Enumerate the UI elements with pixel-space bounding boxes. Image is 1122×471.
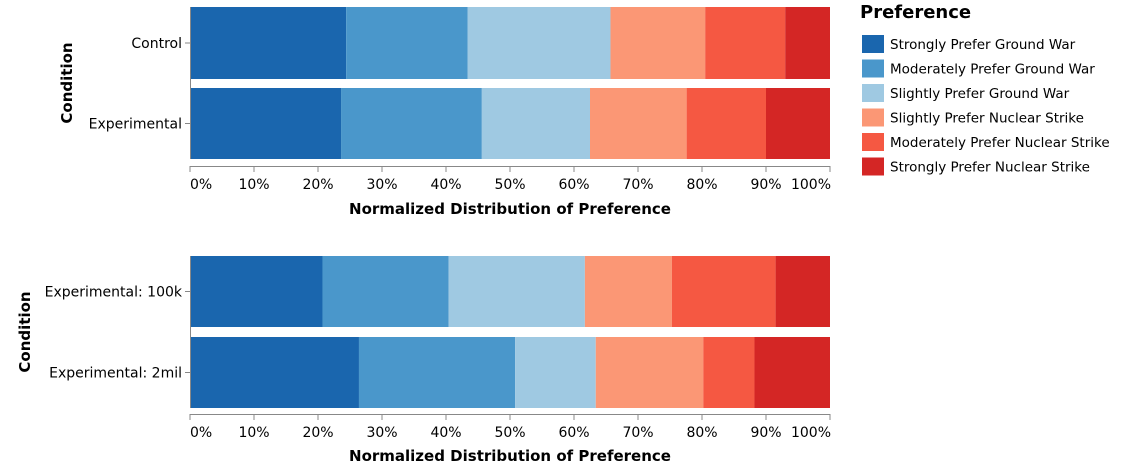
bar-segment-experimental-100k-strongly-prefer-ground-war (190, 256, 323, 327)
x-tick-label-40: 40% (430, 177, 461, 193)
legend-swatch-strongly-prefer-nuclear-strike (862, 157, 884, 176)
top-chart-y-axis-title: Condition (58, 42, 76, 123)
bar-segment-control-moderately-prefer-ground-war (346, 7, 468, 79)
bar-segment-experimental-moderately-prefer-ground-war (341, 88, 482, 159)
bar-segment-experimental-2mil-slightly-prefer-nuclear-strike (595, 337, 704, 408)
bottom-chart-y-axis-title: Condition (16, 291, 34, 372)
y-tick-label-control: Control (131, 36, 182, 52)
bar-segment-experimental-2mil-slightly-prefer-ground-war (515, 337, 596, 408)
legend-label-slightly-prefer-nuclear-strike: Slightly Prefer Nuclear Strike (890, 111, 1084, 127)
bar-segment-experimental-2mil-strongly-prefer-nuclear-strike (754, 337, 830, 408)
bar-segment-experimental-strongly-prefer-ground-war (190, 88, 342, 159)
bottom-chart-x-axis-title: Normalized Distribution of Preference (349, 447, 671, 465)
bar-segment-experimental-slightly-prefer-nuclear-strike (590, 88, 687, 159)
legend-swatch-slightly-prefer-ground-war (862, 84, 884, 102)
legend-label-strongly-prefer-nuclear-strike: Strongly Prefer Nuclear Strike (890, 160, 1090, 176)
bottom-chart-bars (190, 256, 830, 408)
legend-label-strongly-prefer-ground-war: Strongly Prefer Ground War (890, 37, 1076, 53)
bottom-chart-y-axis: Experimental: 100k Experimental: 2mil (45, 256, 191, 408)
x-tick-label-80: 80% (686, 425, 717, 441)
x-tick-label-50: 50% (494, 177, 525, 193)
y-tick-label-experimental-2mil: Experimental: 2mil (49, 366, 182, 382)
bar-segment-experimental-2mil-strongly-prefer-ground-war (190, 337, 359, 408)
bar-segment-control-slightly-prefer-ground-war (467, 7, 611, 79)
x-tick-label-40: 40% (430, 425, 461, 441)
legend-swatch-moderately-prefer-ground-war (862, 59, 884, 78)
y-tick-label-experimental: Experimental (89, 117, 182, 133)
legend-swatch-slightly-prefer-nuclear-strike (862, 108, 884, 127)
x-tick-label-70: 70% (622, 425, 653, 441)
x-tick-label-90: 90% (750, 177, 781, 193)
legend-title: Preference (860, 2, 971, 23)
top-chart-x-axis: 0% 10% 20% 30% 40% 50% 60% 70% 80% 90% 100% (189, 166, 831, 193)
top-chart-y-axis: Control Experimental (89, 7, 191, 159)
x-tick-label-10: 10% (238, 425, 269, 441)
x-tick-label-60: 60% (558, 425, 589, 441)
x-tick-label-20: 20% (302, 177, 333, 193)
y-tick-label-experimental-100k: Experimental: 100k (45, 285, 183, 301)
x-tick-label-100: 100% (791, 425, 831, 441)
x-tick-label-80: 80% (686, 177, 717, 193)
bar-segment-experimental-slightly-prefer-ground-war (481, 88, 590, 159)
legend-label-moderately-prefer-nuclear-strike: Moderately Prefer Nuclear Strike (890, 135, 1110, 151)
bar-segment-control-strongly-prefer-ground-war (190, 7, 347, 79)
x-tick-label-90: 90% (750, 425, 781, 441)
bar-segment-experimental-strongly-prefer-nuclear-strike (766, 88, 830, 159)
bar-segment-control-strongly-prefer-nuclear-strike (785, 7, 830, 79)
bar-segment-control-moderately-prefer-nuclear-strike (705, 7, 786, 79)
top-chart-bars (190, 7, 830, 159)
top-chart-x-axis-title: Normalized Distribution of Preference (349, 200, 671, 218)
legend-swatch-strongly-prefer-ground-war (862, 35, 884, 53)
bar-segment-experimental-100k-moderately-prefer-nuclear-strike (671, 256, 776, 327)
x-tick-label-50: 50% (494, 425, 525, 441)
bar-segment-experimental-2mil-moderately-prefer-ground-war (358, 337, 516, 408)
x-tick-label-20: 20% (302, 425, 333, 441)
x-tick-label-0: 0% (190, 425, 212, 441)
bar-segment-experimental-2mil-moderately-prefer-nuclear-strike (703, 337, 755, 408)
x-tick-label-30: 30% (366, 177, 397, 193)
x-tick-label-70: 70% (622, 177, 653, 193)
x-tick-label-60: 60% (558, 177, 589, 193)
legend-swatch-moderately-prefer-nuclear-strike (862, 133, 884, 151)
bar-segment-control-slightly-prefer-nuclear-strike (610, 7, 706, 79)
bar-segment-experimental-100k-slightly-prefer-nuclear-strike (584, 256, 672, 327)
legend-label-slightly-prefer-ground-war: Slightly Prefer Ground War (890, 86, 1070, 102)
legend-items: Strongly Prefer Ground War Moderately Pre… (862, 35, 1110, 176)
x-tick-label-30: 30% (366, 425, 397, 441)
bottom-chart-x-axis: 0% 10% 20% 30% 40% 50% 60% 70% 80% 90% 100% (189, 414, 831, 441)
bar-segment-experimental-100k-slightly-prefer-ground-war (448, 256, 585, 327)
top-stacked-bar-chart: 0% 10% 20% 30% 40% 50% 60% 70% 80% 90% 100% Contro… (58, 7, 831, 218)
legend: Preference Strongly Prefer Ground War Mod… (860, 2, 1110, 176)
x-tick-label-0: 0% (190, 177, 212, 193)
bottom-stacked-bar-chart: 0% 10% 20% 30% 40% 50% 60% 70% 80% 90% 100% Experi… (16, 256, 831, 465)
x-tick-label-100: 100% (791, 177, 831, 193)
bar-segment-experimental-moderately-prefer-nuclear-strike (686, 88, 766, 159)
bar-segment-experimental-100k-strongly-prefer-nuclear-strike (775, 256, 830, 327)
x-tick-label-10: 10% (238, 177, 269, 193)
legend-label-moderately-prefer-ground-war: Moderately Prefer Ground War (890, 62, 1095, 78)
bar-segment-experimental-100k-moderately-prefer-ground-war (322, 256, 449, 327)
